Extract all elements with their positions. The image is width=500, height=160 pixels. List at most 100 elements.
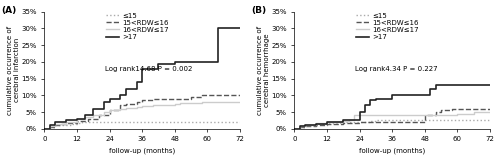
>17 [313, 123, 319, 125]
16<RDW≤17 [118, 108, 124, 110]
15<RDW≤16 [134, 101, 140, 103]
16<RDW≤17 [63, 121, 69, 123]
Line: ≤15: ≤15 [44, 122, 240, 129]
Text: (B): (B) [252, 6, 266, 15]
16<RDW≤17 [296, 125, 302, 127]
>17 [46, 124, 52, 126]
16<RDW≤17 [52, 123, 58, 125]
≤15 [237, 121, 243, 123]
Line: >17: >17 [44, 28, 240, 129]
>17 [368, 99, 374, 101]
>17 [470, 84, 476, 86]
16<RDW≤17 [346, 119, 352, 121]
>17 [324, 121, 330, 123]
15<RDW≤16 [172, 98, 178, 100]
>17 [362, 104, 368, 106]
16<RDW≤17 [373, 114, 379, 116]
16<RDW≤17 [406, 114, 411, 116]
16<RDW≤17 [123, 107, 129, 109]
16<RDW≤17 [302, 124, 308, 126]
16<RDW≤17 [74, 118, 80, 120]
16<RDW≤17 [82, 116, 88, 118]
16<RDW≤17 [90, 114, 96, 116]
≤15 [74, 122, 80, 124]
16<RDW≤17 [220, 101, 226, 103]
≤15 [324, 122, 330, 124]
15<RDW≤16 [42, 128, 48, 130]
15<RDW≤16 [204, 94, 210, 96]
16<RDW≤17 [389, 114, 395, 116]
Y-axis label: cumulative occurrence of
cerebral infarction: cumulative occurrence of cerebral infarc… [6, 26, 20, 115]
15<RDW≤16 [373, 121, 379, 123]
≤15 [406, 119, 411, 121]
>17 [216, 28, 222, 29]
>17 [123, 88, 129, 90]
≤15 [340, 121, 346, 123]
>17 [432, 84, 438, 86]
Legend: ≤15, 15<RDW≤16, 16<RDW≤17, >17: ≤15, 15<RDW≤16, 16<RDW≤17, >17 [106, 13, 168, 40]
≤15 [373, 119, 379, 121]
16<RDW≤17 [422, 114, 428, 116]
16<RDW≤17 [172, 103, 178, 105]
16<RDW≤17 [156, 104, 162, 106]
>17 [373, 98, 379, 100]
>17 [101, 101, 107, 103]
Line: ≤15: ≤15 [294, 120, 490, 129]
Line: 15<RDW≤16: 15<RDW≤16 [44, 95, 240, 129]
≤15 [470, 119, 476, 121]
16<RDW≤17 [438, 114, 444, 116]
15<RDW≤16 [313, 124, 319, 126]
15<RDW≤16 [302, 125, 308, 127]
>17 [302, 124, 308, 126]
≤15 [296, 126, 302, 128]
15<RDW≤16 [356, 121, 362, 123]
>17 [134, 81, 140, 83]
>17 [406, 94, 411, 96]
X-axis label: follow-up (months): follow-up (months) [359, 148, 426, 154]
15<RDW≤16 [406, 121, 411, 123]
15<RDW≤16 [416, 121, 422, 123]
≤15 [139, 121, 145, 123]
≤15 [313, 123, 319, 125]
Text: Log rank4.34 P = 0.227: Log rank4.34 P = 0.227 [355, 66, 438, 72]
16<RDW≤17 [199, 101, 205, 103]
15<RDW≤16 [438, 109, 444, 111]
16<RDW≤17 [177, 102, 183, 104]
≤15 [292, 128, 298, 130]
Y-axis label: cumulative occurrence of
cerebral hemorrhage: cumulative occurrence of cerebral hemorr… [256, 26, 270, 115]
15<RDW≤16 [487, 108, 493, 110]
≤15 [46, 126, 52, 128]
15<RDW≤16 [123, 103, 129, 105]
15<RDW≤16 [46, 126, 52, 128]
16<RDW≤17 [356, 114, 362, 116]
Line: 16<RDW≤17: 16<RDW≤17 [294, 112, 490, 129]
>17 [42, 128, 48, 130]
16<RDW≤17 [237, 101, 243, 103]
≤15 [172, 121, 178, 123]
15<RDW≤16 [156, 98, 162, 100]
>17 [422, 94, 428, 96]
>17 [90, 108, 96, 110]
≤15 [438, 119, 444, 121]
>17 [292, 128, 298, 130]
16<RDW≤17 [101, 111, 107, 113]
15<RDW≤16 [220, 94, 226, 96]
X-axis label: follow-up (months): follow-up (months) [109, 148, 176, 154]
Line: 16<RDW≤17: 16<RDW≤17 [44, 102, 240, 129]
15<RDW≤16 [188, 96, 194, 98]
≤15 [368, 120, 374, 122]
≤15 [302, 124, 308, 126]
15<RDW≤16 [432, 111, 438, 113]
15<RDW≤16 [292, 128, 298, 130]
>17 [389, 94, 395, 96]
15<RDW≤16 [63, 122, 69, 124]
16<RDW≤17 [313, 122, 319, 124]
>17 [52, 121, 58, 123]
>17 [296, 125, 302, 127]
15<RDW≤16 [139, 99, 145, 101]
>17 [82, 114, 88, 116]
15<RDW≤16 [237, 94, 243, 96]
Text: (A): (A) [2, 6, 16, 15]
≤15 [106, 121, 112, 123]
≤15 [454, 119, 460, 121]
